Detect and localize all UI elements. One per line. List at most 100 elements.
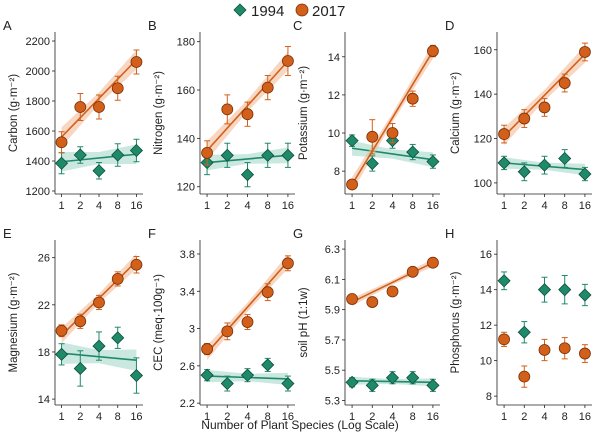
point-2017 — [579, 347, 591, 360]
y-tick-label: 140 — [474, 89, 492, 101]
point-1994 — [73, 361, 87, 376]
x-tick-label: 4 — [541, 200, 547, 212]
point-1994 — [92, 339, 106, 353]
x-tick-label: 2 — [521, 411, 527, 423]
y-axis-label: Magnesium (g·m⁻²) — [8, 272, 20, 372]
point-2017 — [538, 101, 551, 114]
fit-line-2017 — [351, 261, 434, 303]
x-tick-label: 1 — [58, 200, 64, 212]
x-tick-label: 16 — [427, 200, 439, 212]
fit-line-2017 — [351, 50, 434, 185]
panel-b: B Nitrogen (g·m⁻²) 120 140 160 180 1 2 4 8 16 — [148, 18, 295, 212]
y-tick-label: 14 — [480, 285, 492, 297]
y-tick-label: 2.6 — [180, 361, 195, 373]
x-tick-label: 8 — [265, 411, 271, 423]
y-tick-label: 1600 — [26, 126, 50, 138]
y-axis-label: Potassium (g·m⁻²) — [298, 66, 310, 160]
x-tick-label: 8 — [265, 200, 271, 212]
y-tick-label: 14 — [38, 394, 50, 406]
legend-marker-2017 — [295, 3, 309, 17]
x-tick-label: 1 — [204, 411, 210, 423]
point-1994 — [281, 148, 295, 162]
x-tick-label: 4 — [389, 200, 395, 212]
x-tick-label: 2 — [224, 411, 230, 423]
panel-letter: A — [3, 18, 12, 33]
x-tick-label: 2 — [369, 411, 375, 423]
y-tick-label: 5.7 — [325, 335, 340, 347]
point-2017 — [366, 130, 379, 143]
x-tick-label: 2 — [77, 411, 83, 423]
y-tick-label: 1200 — [26, 186, 50, 198]
y-tick-label: 22 — [38, 300, 50, 312]
y-tick-label: 140 — [177, 133, 195, 145]
point-1994 — [111, 148, 125, 162]
x-tick-label: 4 — [541, 411, 547, 423]
point-2017 — [498, 128, 510, 140]
y-tick-label: 10 — [328, 128, 340, 140]
point-1994 — [365, 378, 379, 392]
x-tick-label: 1 — [58, 411, 64, 423]
x-tick-label: 2 — [77, 200, 83, 212]
x-tick-label: 4 — [244, 411, 250, 423]
point-2017 — [130, 56, 143, 68]
y-tick-label: 5.5 — [325, 365, 340, 377]
fit-line-2017 — [206, 260, 289, 354]
y-tick-label: 12 — [328, 90, 340, 102]
y-axis-label: Carbon (g·m⁻²) — [8, 74, 20, 152]
point-2017 — [386, 285, 399, 298]
fit-line-1994 — [351, 147, 434, 161]
point-2017 — [221, 325, 234, 338]
point-1994 — [558, 283, 572, 297]
point-1994 — [385, 371, 400, 385]
x-tick-label: 16 — [130, 411, 142, 423]
panel-letter: E — [3, 226, 12, 241]
y-tick-label: 6.3 — [325, 244, 340, 256]
point-1994 — [426, 378, 440, 392]
point-2017 — [130, 258, 143, 271]
y-axis-label: Nitrogen (g·m⁻²) — [153, 71, 165, 155]
y-tick-label: 3 — [189, 324, 195, 336]
point-1994 — [345, 134, 359, 148]
panel-e: E Magnesium (g·m⁻²) 14 18 22 26 1 2 4 8 16 — [3, 226, 144, 423]
x-tick-label: 16 — [130, 200, 142, 212]
point-1994 — [497, 156, 511, 170]
point-2017 — [386, 127, 399, 139]
y-tick-label: 180 — [177, 37, 195, 49]
legend-label-2017: 2017 — [312, 3, 345, 20]
y-tick-label: 5.3 — [325, 395, 340, 407]
point-1994 — [537, 283, 552, 297]
y-tick-label: 16 — [480, 249, 492, 261]
point-2017 — [558, 342, 571, 355]
point-2017 — [427, 256, 439, 269]
point-2017 — [111, 82, 124, 95]
x-tick-label: 8 — [115, 200, 121, 212]
point-2017 — [55, 136, 68, 149]
x-tick-label: 16 — [282, 200, 294, 212]
x-tick-label: 16 — [427, 411, 439, 423]
y-tick-label: 8 — [334, 166, 340, 178]
y-tick-label: 12 — [480, 320, 492, 332]
y-tick-label: 3.4 — [180, 286, 195, 298]
x-tick-label: 4 — [96, 200, 102, 212]
legend-marker-1994 — [233, 3, 247, 17]
x-tick-label: 1 — [501, 200, 507, 212]
point-1994 — [200, 368, 214, 382]
point-1994 — [129, 368, 144, 383]
y-tick-label: 5.9 — [325, 305, 340, 317]
point-1994 — [406, 371, 420, 385]
y-tick-label: 100 — [474, 178, 492, 190]
point-2017 — [406, 92, 419, 105]
fit-line-1994 — [61, 153, 137, 163]
point-2017 — [518, 112, 531, 125]
point-2017 — [346, 293, 358, 305]
point-2017 — [261, 286, 274, 299]
panel-letter: D — [445, 18, 454, 33]
point-1994 — [281, 376, 295, 391]
point-2017 — [201, 343, 213, 355]
legend-label-1994: 1994 — [251, 3, 284, 20]
point-2017 — [74, 101, 87, 113]
x-tick-label: 4 — [389, 411, 395, 423]
panel-letter: C — [293, 18, 302, 33]
